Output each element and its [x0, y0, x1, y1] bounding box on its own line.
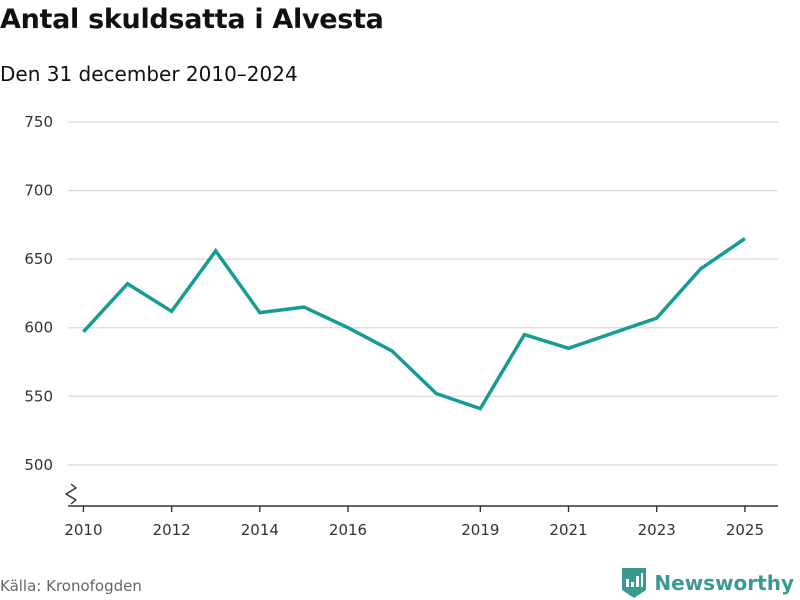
y-tick-label: 600 [24, 319, 53, 337]
source-note: Källa: Kronofogden [0, 577, 142, 595]
y-tick-label: 550 [24, 387, 53, 405]
chart-title: Antal skuldsatta i Alvesta [0, 4, 384, 35]
x-tick-label: 2023 [638, 521, 676, 539]
chart-subtitle: Den 31 december 2010–2024 [0, 62, 298, 86]
x-tick-label: 2021 [549, 521, 587, 539]
brand[interactable]: Newsworthy [622, 568, 794, 598]
grid-layer [68, 121, 778, 466]
newsworthy-logo-icon [622, 568, 647, 598]
x-tick-label: 2016 [329, 521, 367, 539]
series-line [82, 237, 746, 411]
x-tick-label: 2025 [726, 521, 764, 539]
brand-name: Newsworthy [654, 571, 794, 595]
y-tick-label: 750 [24, 113, 53, 131]
x-tick-label: 2019 [461, 521, 499, 539]
x-tick-label: 2010 [64, 521, 102, 539]
y-tick-label: 650 [24, 250, 53, 268]
y-tick-label: 700 [24, 182, 53, 200]
x-tick-label: 2014 [241, 521, 279, 539]
axis-break-icon [65, 483, 77, 505]
series-layer [82, 237, 746, 411]
axis-layer: 500 550 600 650 700 750 2010 2012 2014 2016 2019 20… [24, 113, 778, 539]
x-tick-label: 2012 [153, 521, 191, 539]
y-tick-label: 500 [24, 456, 53, 474]
